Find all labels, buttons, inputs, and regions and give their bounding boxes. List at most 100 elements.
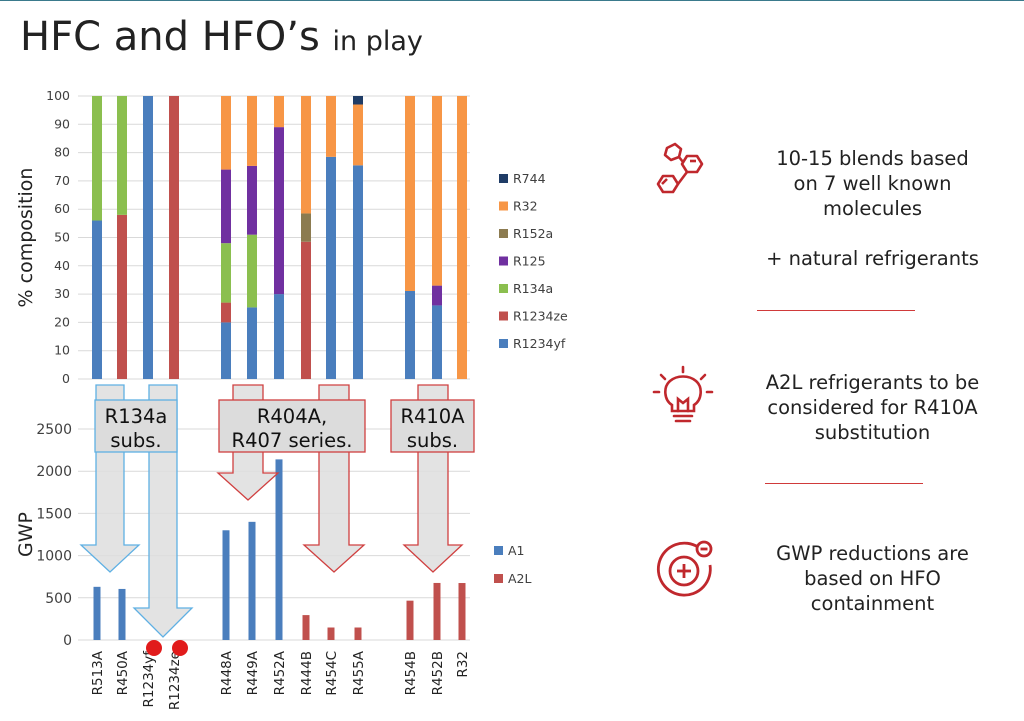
info-line: substitution <box>814 421 931 444</box>
bar-segment <box>247 234 257 308</box>
bar-segment <box>405 290 415 379</box>
separator-line <box>757 310 915 311</box>
x-tick-label: R1234ze <box>167 651 183 710</box>
lightbulb-icon <box>652 365 714 423</box>
x-tick-label: R1234yf <box>141 650 157 708</box>
x-tick-label: R454C <box>324 651 340 696</box>
x-tick-label: R452A <box>272 650 288 695</box>
legend-label: R125 <box>513 254 546 269</box>
bar-segment <box>301 96 311 214</box>
legend-label: R1234yf <box>513 336 566 351</box>
bar-segment <box>92 220 102 379</box>
bar-segment <box>117 96 127 215</box>
info-line: + natural refrigerants <box>766 247 979 270</box>
bar-segment <box>143 96 153 379</box>
separator-line <box>765 483 923 484</box>
gwp-bar <box>275 459 283 640</box>
bar-segment <box>405 96 415 291</box>
group-label-r404a <box>218 399 366 453</box>
bar-segment <box>274 96 284 128</box>
info-line: on 7 well known <box>793 172 952 195</box>
info-line: considered for R410A <box>767 396 978 419</box>
bar-segment <box>221 243 231 303</box>
bar-segment <box>432 305 442 379</box>
group-label-r410a <box>390 399 475 453</box>
legend-swatch <box>499 339 508 348</box>
legend-swatch <box>499 311 508 321</box>
bar-segment <box>432 285 442 306</box>
gwp-bar <box>222 530 230 640</box>
info-panel-a2l: A2L refrigerants to be considered for R4… <box>730 370 1015 445</box>
bar-segment <box>326 156 336 379</box>
gwp-reduction-icon <box>656 540 713 597</box>
bar-segment <box>353 165 363 379</box>
group-label-r134a-text: R134a <box>105 405 168 428</box>
legend-label: R134a <box>513 281 553 296</box>
info-panel-blends: 10-15 blends based on 7 well known molec… <box>730 146 1015 271</box>
bar-segment <box>221 169 231 244</box>
gwp-bar <box>248 521 256 640</box>
y-axis-label: % composition <box>15 168 37 308</box>
gwp-bar <box>406 600 414 640</box>
bar-segment <box>457 96 467 379</box>
y-tick-label: 500 <box>45 591 72 607</box>
molecule-icon <box>656 142 704 194</box>
title-sub: in play <box>332 26 423 57</box>
x-tick-label: R452B <box>430 651 446 695</box>
info-line: containment <box>810 592 935 615</box>
group-label-r404a-text: R404A, <box>257 405 327 428</box>
legend-swatch <box>494 574 503 583</box>
bar-segment <box>221 302 231 323</box>
bar-segment <box>353 96 363 105</box>
bar-segment <box>274 294 284 379</box>
y-tick-label: 0 <box>62 371 70 386</box>
gwp-bar <box>354 627 362 640</box>
gwp-bar <box>458 583 466 640</box>
top-rule <box>0 0 1024 1</box>
bar-segment <box>169 96 179 379</box>
x-tick-label: R449A <box>245 650 261 695</box>
info-spacer <box>730 221 1015 246</box>
group-label-r404a-text: R407 series. <box>232 429 353 452</box>
title-main: HFC and HFO’s <box>20 14 320 60</box>
bar-segment <box>326 96 336 157</box>
y-tick-label: 1000 <box>36 549 72 565</box>
bar-segment <box>301 213 311 242</box>
gwp-bar <box>118 588 126 640</box>
y-tick-label: 70 <box>54 173 70 188</box>
group-label-r410a-text: subs. <box>407 429 458 452</box>
y-tick-label: 60 <box>54 201 70 216</box>
bar-segment <box>247 96 257 166</box>
gwp-bar <box>302 615 310 640</box>
legend-label: R744 <box>513 171 546 186</box>
group-label-r134a <box>94 399 178 453</box>
x-tick-label: R455A <box>351 650 367 695</box>
legend-label: A2L <box>508 571 532 586</box>
info-line: 10-15 blends based <box>776 147 969 170</box>
x-tick-label: R454B <box>403 651 419 695</box>
x-tick-label: R513A <box>90 650 106 695</box>
y-tick-label: 30 <box>54 286 70 301</box>
bar-segment <box>432 96 442 286</box>
y-tick-label: 90 <box>54 116 70 131</box>
y-tick-label: 0 <box>63 633 72 649</box>
y-tick-label: 2500 <box>36 422 72 438</box>
bar-segment <box>117 214 127 379</box>
info-line: molecules <box>823 197 922 220</box>
group-label-r410a-text: R410A <box>400 405 465 428</box>
y-tick-label: 40 <box>54 258 70 273</box>
gwp-bar <box>327 627 335 640</box>
x-tick-label: R450A <box>115 650 131 695</box>
bar-segment <box>353 104 363 166</box>
zero-gwp-marker <box>146 640 162 656</box>
legend-label: R152a <box>513 226 553 241</box>
y-tick-label: 50 <box>54 230 70 245</box>
x-tick-label: R32 <box>455 651 471 678</box>
y-tick-label: 10 <box>54 343 70 358</box>
legend-swatch <box>499 229 508 238</box>
legend-label: R1234ze <box>513 309 568 324</box>
info-line: GWP reductions are <box>776 542 969 565</box>
legend-swatch <box>499 174 508 183</box>
bar-segment <box>301 241 311 379</box>
